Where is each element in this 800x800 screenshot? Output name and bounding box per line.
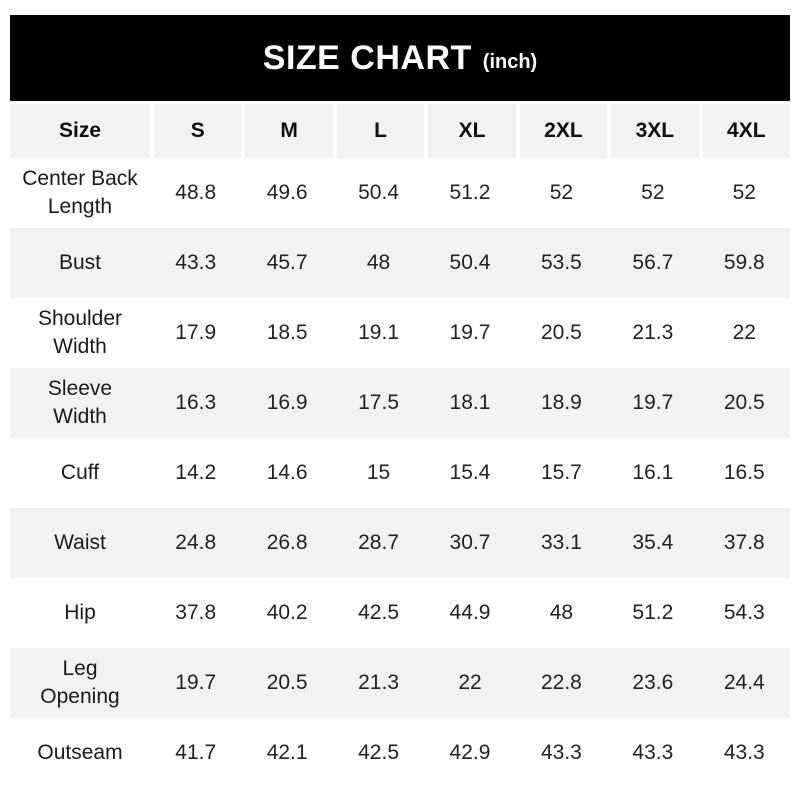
table-header-row: Size S M L XL 2XL 3XL 4XL bbox=[10, 104, 790, 158]
measurement-value: 54.3 bbox=[723, 600, 765, 624]
measurement-value: 22 bbox=[732, 320, 756, 344]
measurement-value: 15 bbox=[366, 460, 391, 484]
measurement-value: 42.1 bbox=[266, 740, 308, 764]
size-chart-table: Size S M L XL 2XL 3XL 4XL Center Back Length 48.… bbox=[10, 104, 790, 788]
table-row: Center Back Length 48.8 49.6 50.4 51.2 52 52 52 bbox=[10, 158, 790, 228]
measurement-value: 50.4 bbox=[358, 180, 399, 204]
measurement-value: 44.9 bbox=[449, 600, 491, 624]
measurement-value: 20.5 bbox=[266, 670, 308, 694]
measurement-value: 24.4 bbox=[723, 670, 765, 694]
size-column-header: XL bbox=[424, 104, 516, 158]
measurement-value: 51.2 bbox=[632, 600, 674, 624]
measurement-value: 43.3 bbox=[632, 740, 674, 764]
measurement-value: 18.5 bbox=[266, 320, 308, 344]
measurement-label: Bust bbox=[58, 250, 102, 274]
measurement-value: 52 bbox=[732, 180, 756, 204]
measurement-value: 53.5 bbox=[540, 250, 582, 274]
table-row: Sleeve Width 16.3 16.9 17.5 18.1 18.9 19.7 20.5 bbox=[10, 368, 790, 438]
measurement-value: 19.1 bbox=[358, 320, 399, 344]
table-body: Center Back Length 48.8 49.6 50.4 51.2 52 52 52… bbox=[10, 158, 790, 788]
measurement-value: 49.6 bbox=[266, 180, 308, 204]
size-column-header: 3XL bbox=[607, 104, 699, 158]
measurement-value: 37.8 bbox=[175, 600, 217, 624]
measurement-value: 16.1 bbox=[632, 460, 674, 484]
measurement-value: 21.3 bbox=[358, 670, 399, 694]
measurement-value: 42.5 bbox=[358, 740, 399, 764]
measurement-value: 42.5 bbox=[358, 600, 399, 624]
measurement-label: Center Back Length bbox=[22, 166, 138, 218]
measurement-value: 14.6 bbox=[266, 460, 308, 484]
measurement-value: 18.9 bbox=[540, 390, 582, 414]
table-row: Shoulder Width 17.9 18.5 19.1 19.7 20.5 21.3 22 bbox=[10, 298, 790, 368]
measurement-value: 52 bbox=[641, 180, 665, 204]
measurement-value: 22 bbox=[458, 670, 482, 694]
measurement-value: 30.7 bbox=[449, 530, 491, 554]
measurement-value: 35.4 bbox=[632, 530, 674, 554]
size-column-header: L bbox=[332, 104, 425, 158]
measurement-label: Cuff bbox=[60, 460, 100, 484]
measurement-value: 19.7 bbox=[175, 670, 217, 694]
measurement-value: 14.2 bbox=[175, 460, 217, 484]
measurement-value: 24.8 bbox=[175, 530, 217, 554]
table-row: Hip 37.8 40.2 42.5 44.9 48 51.2 54.3 bbox=[10, 578, 790, 648]
measurement-value: 19.7 bbox=[449, 320, 491, 344]
measurement-value: 43.3 bbox=[723, 740, 765, 764]
table-row: Outseam 41.7 42.1 42.5 42.9 43.3 43.3 43.3 bbox=[10, 718, 790, 788]
measurement-value: 33.1 bbox=[540, 530, 582, 554]
measurement-value: 48 bbox=[366, 250, 391, 274]
measurement-value: 56.7 bbox=[632, 250, 674, 274]
table-row: Cuff 14.2 14.6 15 15.4 15.7 16.1 16.5 bbox=[10, 438, 790, 508]
size-chart-banner: SIZE CHART (inch) bbox=[10, 15, 790, 101]
measurement-label: Shoulder Width bbox=[37, 306, 123, 358]
measurement-value: 41.7 bbox=[175, 740, 217, 764]
measurement-value: 20.5 bbox=[723, 390, 765, 414]
measurement-value: 48 bbox=[549, 600, 574, 624]
measurement-value: 20.5 bbox=[540, 320, 582, 344]
measurement-value: 17.9 bbox=[175, 320, 217, 344]
size-label-header: Size bbox=[10, 104, 150, 158]
measurement-value: 52 bbox=[549, 180, 574, 204]
measurement-value: 16.9 bbox=[266, 390, 308, 414]
measurement-label: Leg Opening bbox=[40, 656, 120, 708]
measurement-value: 43.3 bbox=[540, 740, 582, 764]
measurement-value: 22.8 bbox=[540, 670, 582, 694]
measurement-value: 37.8 bbox=[723, 530, 765, 554]
measurement-value: 16.5 bbox=[723, 460, 765, 484]
table-row: Waist 24.8 26.8 28.7 30.7 33.1 35.4 37.8 bbox=[10, 508, 790, 578]
measurement-label: Outseam bbox=[37, 740, 123, 764]
measurement-value: 51.2 bbox=[449, 180, 491, 204]
measurement-value: 40.2 bbox=[266, 600, 308, 624]
measurement-value: 23.6 bbox=[632, 670, 674, 694]
size-column-header: S bbox=[150, 104, 242, 158]
measurement-value: 19.7 bbox=[632, 390, 674, 414]
measurement-value: 45.7 bbox=[266, 250, 308, 274]
measurement-value: 43.3 bbox=[175, 250, 217, 274]
size-column-header: M bbox=[241, 104, 333, 158]
measurement-value: 42.9 bbox=[449, 740, 491, 764]
measurement-value: 50.4 bbox=[449, 250, 491, 274]
measurement-value: 59.8 bbox=[723, 250, 765, 274]
size-column-header: 2XL bbox=[515, 104, 608, 158]
measurement-value: 18.1 bbox=[449, 390, 491, 414]
measurement-label: Waist bbox=[54, 530, 106, 554]
measurement-value: 26.8 bbox=[266, 530, 308, 554]
banner-title: SIZE CHART bbox=[262, 39, 472, 77]
table-row: Leg Opening 19.7 20.5 21.3 22 22.8 23.6 24.4 bbox=[10, 648, 790, 718]
measurement-value: 28.7 bbox=[358, 530, 399, 554]
measurement-value: 15.4 bbox=[449, 460, 491, 484]
size-column-header: 4XL bbox=[698, 104, 790, 158]
table-row: Bust 43.3 45.7 48 50.4 53.5 56.7 59.8 bbox=[10, 228, 790, 298]
measurement-value: 21.3 bbox=[632, 320, 674, 344]
banner-unit-label: (inch) bbox=[482, 51, 538, 73]
measurement-value: 16.3 bbox=[175, 390, 217, 414]
measurement-value: 48.8 bbox=[175, 180, 217, 204]
measurement-label: Hip bbox=[64, 600, 96, 624]
measurement-value: 15.7 bbox=[540, 460, 582, 484]
measurement-value: 17.5 bbox=[358, 390, 399, 414]
measurement-label: Sleeve Width bbox=[47, 376, 113, 428]
